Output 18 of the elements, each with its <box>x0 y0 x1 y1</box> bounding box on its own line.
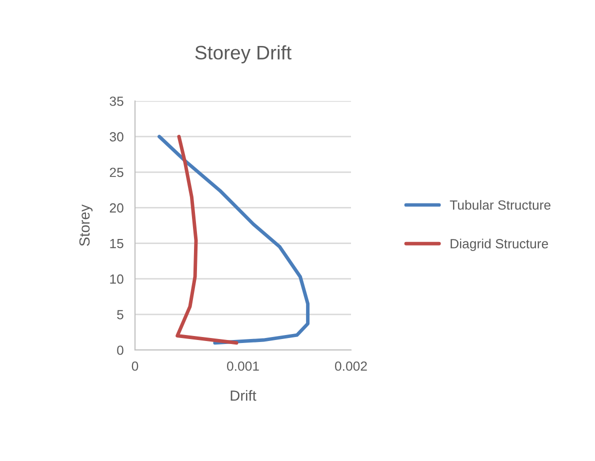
y-tick-label: 0 <box>117 346 124 355</box>
x-tick-label: 0 <box>132 361 138 371</box>
legend-label: Tubular Structure <box>450 200 550 210</box>
legend-label: Diagrid Structure <box>450 238 548 251</box>
y-tick-label: 15 <box>110 238 124 248</box>
y-tick-label: 10 <box>110 274 124 284</box>
y-tick-label: 30 <box>110 132 124 142</box>
line-series <box>176 134 238 345</box>
x-tick-label: 0.002 <box>335 361 367 371</box>
y-tick-label: 35 <box>110 96 124 106</box>
y-tick-label: 25 <box>110 168 124 178</box>
y-tick-label: 20 <box>110 203 124 213</box>
x-tick-label: 0.001 <box>227 361 259 371</box>
y-tick-label: 5 <box>117 310 124 320</box>
y-axis-title: Storey <box>79 204 93 246</box>
line-series <box>158 134 310 345</box>
chart-title: Storey Drift <box>195 45 292 64</box>
x-axis-title: Drift <box>230 390 256 401</box>
